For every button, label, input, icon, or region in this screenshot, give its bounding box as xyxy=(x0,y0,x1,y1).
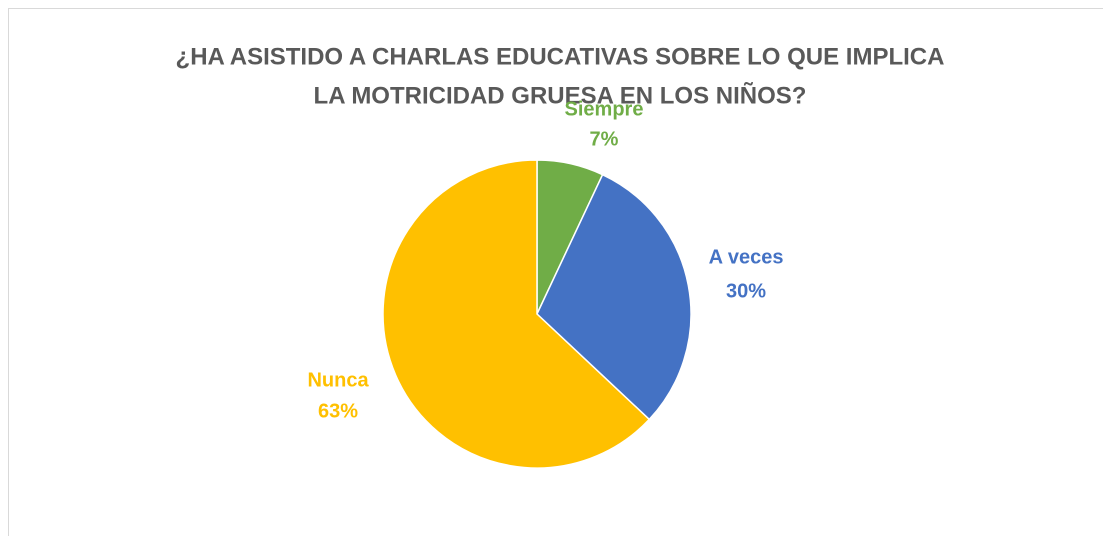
slice-label: Siempre xyxy=(565,98,644,120)
slice-value-label: 30% xyxy=(726,280,766,302)
chart-title: LA MOTRICIDAD GRUESA EN LOS NIÑOS? xyxy=(314,81,807,109)
slice-label: A veces xyxy=(709,246,784,268)
slice-value-label: 63% xyxy=(318,400,358,422)
slice-value-label: 7% xyxy=(590,128,619,150)
pie-slice xyxy=(536,173,692,421)
slice-label: Nunca xyxy=(307,369,369,391)
chart-title: ¿HA ASISTIDO A CHARLAS EDUCATIVAS SOBRE … xyxy=(176,43,945,70)
pie-slice xyxy=(382,159,651,469)
